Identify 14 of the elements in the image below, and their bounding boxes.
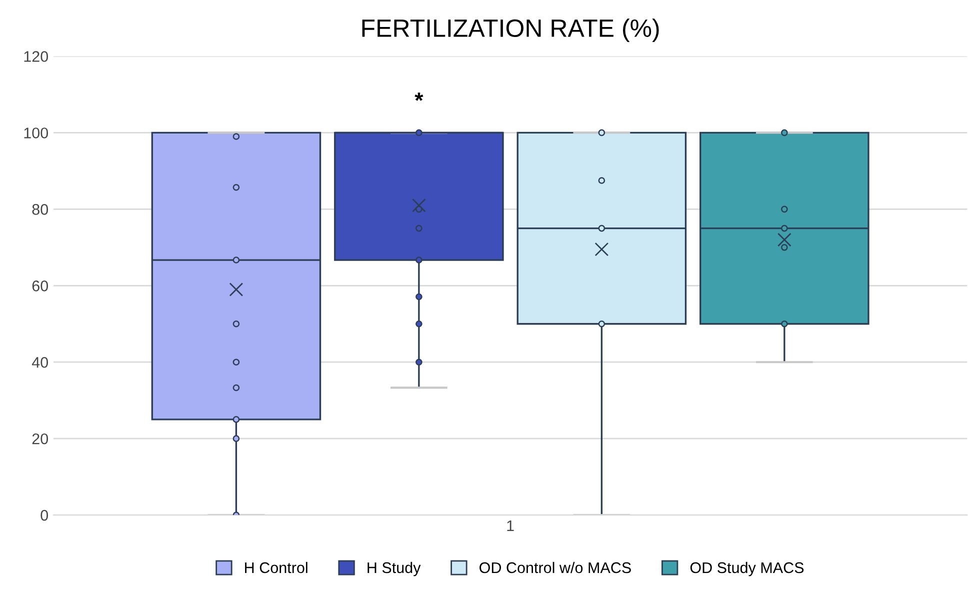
legend-label: H Study [368, 562, 421, 576]
legend-label: OD Control w/o MACS [480, 562, 631, 574]
y-tick-label: 20 [32, 433, 48, 444]
y-tick-label: 120 [24, 51, 48, 62]
y-tick-label: 80 [32, 204, 48, 215]
x-tick-label: 1 [507, 520, 514, 531]
y-tick-label: 40 [32, 356, 48, 368]
y-tick-label: 60 [32, 280, 48, 292]
y-tick-label: 100 [24, 128, 48, 138]
chart-title: FERTILIZATION RATE (%) [362, 18, 659, 42]
annotation: * [414, 92, 424, 101]
legend-label: H Control [245, 562, 308, 574]
legend-label: OD Study MACS [690, 562, 804, 576]
y-tick-label: 0 [40, 510, 48, 521]
